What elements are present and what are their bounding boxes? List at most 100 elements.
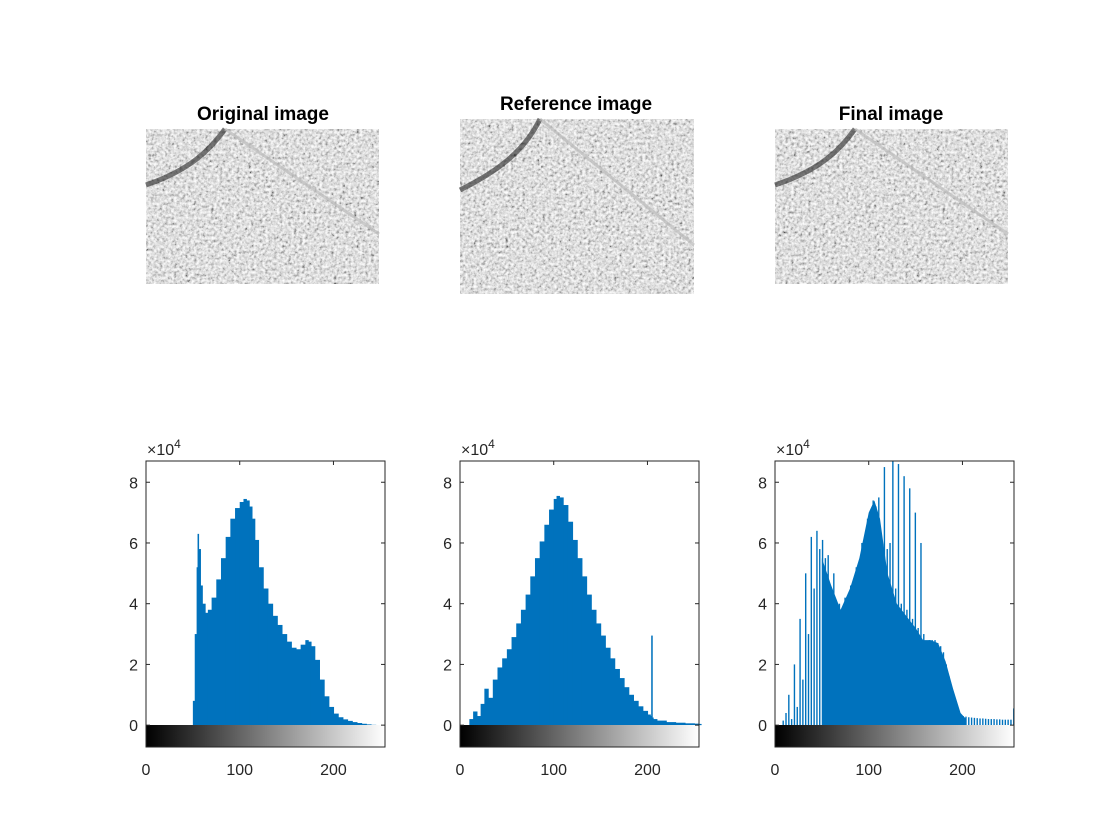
histogram-original-bar [258,567,264,726]
histogram-reference-bar [556,495,560,726]
histogram-original-bar [338,717,344,726]
original-aerial-image [146,129,379,284]
histogram-final-bar [999,719,1001,726]
histogram-reference-exponent-sup: 4 [488,437,495,451]
histogram-original-bar [251,518,256,726]
histogram-reference-bar [638,706,644,726]
histogram-final-bar [903,476,905,726]
histogram-final-bar [984,718,987,726]
histogram-final-bar [790,719,793,726]
histogram-reference-bar [624,687,630,726]
histogram-reference-bar [516,623,522,726]
histogram-original-bar [314,659,320,726]
image-panel-reference: Reference image [458,94,695,294]
histogram-final-bar [796,706,798,726]
histogram-final-ytick-label: 0 [758,718,767,735]
original-river-shape [145,127,228,188]
histogram-original-bar [277,624,283,726]
histogram-final-bar [1007,719,1009,726]
histogram-final-bar [993,719,995,726]
histogram-reference-bar [633,700,639,726]
histogram-reference-ytick-label: 2 [443,657,452,674]
histogram-reference-bar [525,594,531,726]
histogram-original-bar [192,700,196,726]
original-image-title: Original image [197,104,329,125]
histogram-reference-bar [476,716,482,726]
histogram-original-bar [319,679,325,726]
histogram-original-bar [324,696,330,726]
histogram-reference-bar [619,678,625,726]
histogram-reference-bar [559,497,564,726]
histogram-final: 0 2 4 6 8 0 100 200 ×104 [758,437,1015,779]
histogram-final-bar [920,542,922,726]
histogram-reference-bar [651,635,653,726]
histogram-reference-bar [511,637,517,726]
histogram-original-bar [347,720,353,726]
histogram-reference-bar [595,623,602,726]
histogram-original-bar [300,644,306,726]
histogram-original-bar [333,713,339,726]
final-image-title: Final image [839,104,944,125]
histogram-original-bar [216,579,222,726]
histogram-original-bar [272,615,278,726]
reference-image-title: Reference image [500,94,652,115]
histogram-original-exponent-sup: 4 [174,437,181,451]
histogram-original-bar [249,506,253,726]
histogram-reference-bar [480,703,485,726]
histogram-reference-bar [469,719,474,726]
histogram-reference-bar [549,509,555,726]
histogram-original-bar [200,585,203,726]
histogram-original-exponent-label: ×104 [147,437,181,459]
histogram-reference-bar [488,697,494,726]
histogram-final-bar [785,712,787,726]
histogram-original-bar [361,723,367,726]
histogram-final-bar [976,718,978,726]
histogram-reference-bar [506,649,513,726]
histogram-final-bar [793,664,796,726]
histogram-original-bar [194,634,198,726]
histogram-reference-bar [530,576,536,726]
histogram-reference-xtick-label: 0 [456,762,465,779]
histogram-reference-bar [605,647,611,726]
histogram-reference-ytick-label: 6 [443,536,452,553]
histogram-reference-bar [647,714,651,726]
histogram-final-bar [1010,719,1012,726]
histogram-reference-xtick-label: 200 [634,762,661,779]
histogram-original-xtick-label: 0 [142,762,151,779]
histogram-reference-bar [502,658,508,726]
histogram-original-bar [196,567,199,726]
histogram-reference-bar [650,716,652,726]
histogram-original-bars [192,498,377,726]
histogram-final-exponent-label: ×104 [776,437,810,459]
histogram-reference-bar [484,688,489,726]
histogram-final-colorbar [775,725,1014,747]
histogram-original-bar [281,634,288,726]
histogram-reference-ytick-label: 8 [443,475,452,492]
histogram-original-bar [267,603,274,726]
histogram-reference-exponent-label: ×104 [461,437,495,459]
original-road-shape [224,127,380,236]
histogram-final-bar [973,717,976,726]
histogram-final-bar [799,618,801,726]
histogram-final-bar [909,488,911,726]
histogram-original-bar [291,647,297,726]
histogram-reference-bar [591,609,597,726]
histogram-original-bar [211,597,217,726]
histogram-reference: 0 2 4 6 8 0 100 200 ×104 [443,437,702,779]
histogram-reference-bar [666,722,677,726]
histogram-reference-bar [497,667,503,726]
image-panel-original: Original image [145,104,380,284]
histogram-original-ytick-label: 0 [129,718,138,735]
histogram-reference-bar [699,723,702,726]
histogram-final-body [821,500,967,726]
histogram-reference-bar [492,679,499,726]
histogram-final-xtick-label: 0 [771,762,780,779]
histogram-final-bar [914,512,917,726]
histogram-reference-ytick-label: 0 [443,718,452,735]
histogram-reference-xtick-label: 100 [540,762,567,779]
histogram-reference-bar [675,722,686,726]
histogram-reference-bar [653,719,658,726]
histogram-reference-bar [539,541,545,726]
histogram-final-bar [816,530,818,726]
